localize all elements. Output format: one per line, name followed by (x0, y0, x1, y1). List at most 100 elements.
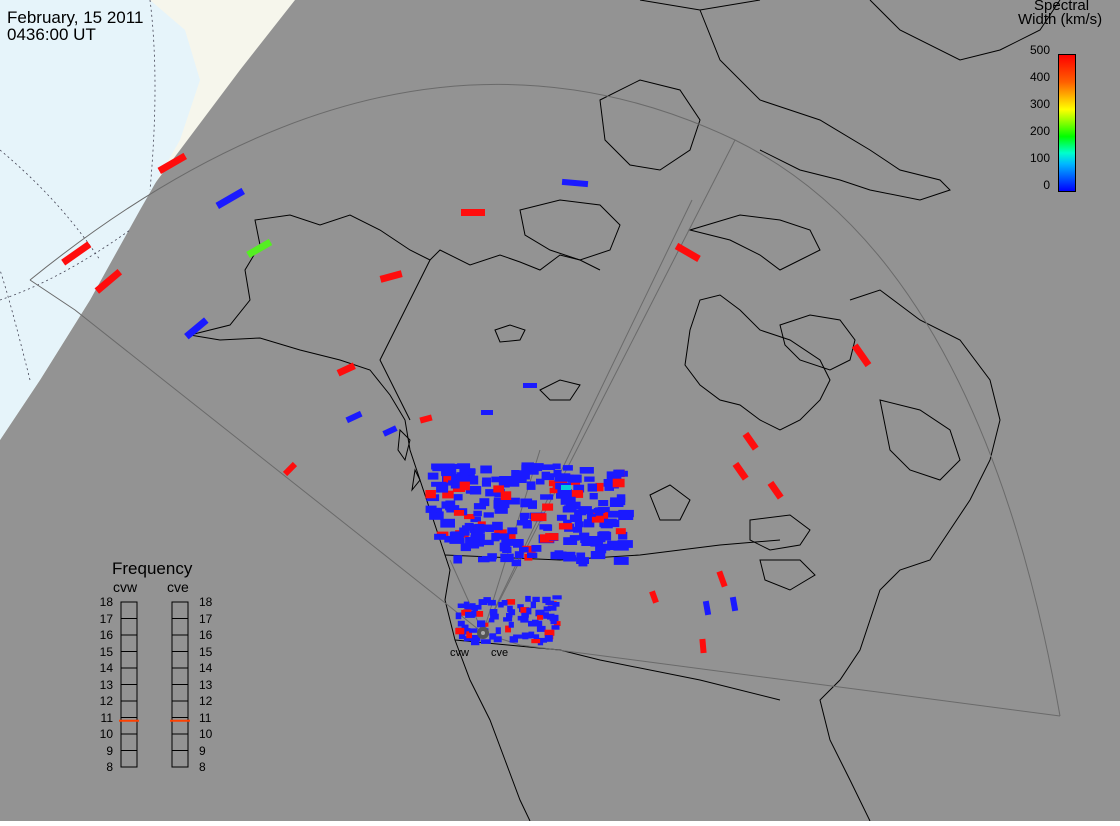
echo-cell (490, 613, 499, 620)
echo-cell (505, 625, 511, 633)
echo-cell (587, 483, 597, 492)
echo-cell (494, 505, 508, 514)
echo-cell (613, 556, 629, 565)
echo-cell (445, 505, 460, 511)
echo-cell (464, 514, 475, 520)
echo-cell (602, 518, 617, 525)
echo-cell (618, 509, 634, 518)
echo-cell (530, 601, 536, 609)
echo-cell (767, 480, 784, 500)
echo-cell (461, 209, 485, 216)
echo-cell (485, 489, 498, 497)
echo-cell (551, 625, 560, 630)
echo-cell (557, 551, 567, 560)
echo-cell (522, 545, 536, 553)
echo-cell (612, 478, 625, 488)
echo-cell (590, 551, 606, 560)
echo-cell (732, 461, 749, 481)
radar-label-cve: cve (491, 647, 509, 659)
frequency-scale-label: 9 (199, 743, 206, 758)
echo-cell (556, 514, 567, 521)
frequency-scale-label: 18 (199, 595, 213, 609)
echo-cell (569, 514, 583, 522)
echo-cell (498, 481, 510, 488)
echo-cell (441, 501, 450, 509)
echo-cell (519, 547, 529, 553)
echo-cell (425, 505, 437, 513)
echo-cell (532, 619, 539, 625)
echo-cell (494, 488, 505, 497)
echo-cell (552, 463, 561, 470)
echo-cell (564, 505, 575, 511)
frequency-scale-label: 17 (99, 611, 113, 626)
echo-cell (472, 606, 478, 613)
radar-site-center (481, 631, 485, 635)
echo-cell (563, 537, 578, 545)
echo-cell (605, 510, 621, 518)
echo-cell (491, 532, 500, 542)
echo-cell (472, 635, 481, 641)
colorbar-tick: 500 (1029, 43, 1050, 57)
echo-cell (702, 600, 712, 616)
echo-cell (582, 536, 599, 545)
echo-cell (477, 620, 486, 628)
frequency-scale-label: 9 (106, 743, 113, 758)
echo-cell (520, 617, 529, 623)
echo-cell (469, 628, 478, 633)
echo-cell (94, 269, 123, 294)
echo-cell (537, 639, 544, 646)
colorbar-tick: 0 (1043, 178, 1050, 192)
echo-cell (597, 531, 612, 541)
echo-cell (382, 425, 398, 437)
echo-cell (489, 633, 497, 640)
echo-cell (493, 485, 504, 493)
echo-cell (674, 242, 701, 262)
echo-cell (480, 639, 491, 644)
frequency-panel-title: Frequency (112, 559, 193, 578)
echo-cell (649, 590, 659, 604)
echo-cell (549, 487, 561, 494)
echo-cell (552, 595, 562, 600)
frequency-scale-label: 8 (199, 760, 206, 774)
echo-cell (500, 553, 514, 563)
echo-cell (425, 490, 436, 499)
radar-label-cvw: cvw (450, 647, 469, 659)
frequency-scale-label: 15 (99, 644, 113, 659)
echo-cell (434, 533, 446, 540)
echo-cell (583, 519, 595, 528)
echo-cell (609, 499, 624, 507)
frequency-scale-label: 15 (199, 644, 213, 659)
echo-cell (617, 540, 633, 548)
echo-cell (471, 533, 485, 540)
echo-cell (282, 461, 298, 477)
echo-cell (215, 187, 245, 209)
echo-cell (419, 414, 433, 424)
echo-cell (464, 604, 473, 610)
frequency-scale-label: 12 (199, 694, 213, 708)
echo-cell (460, 468, 476, 474)
echo-cell (527, 552, 538, 558)
echo-cell (521, 462, 534, 471)
frequency-scale-label: 8 (106, 760, 113, 774)
frequency-scale-label: 16 (99, 628, 113, 642)
echo-cell (613, 469, 625, 477)
echo-cell (851, 343, 872, 368)
echo-cell (521, 612, 529, 618)
echo-cell (480, 465, 492, 474)
echo-cell (493, 636, 502, 643)
frequency-scale-label: 10 (99, 727, 113, 741)
echo-cell (530, 465, 543, 472)
echo-cell (541, 471, 551, 480)
echo-cell (442, 490, 454, 499)
echo-cell (499, 476, 512, 482)
echo-cell (553, 621, 561, 626)
echo-cell (345, 410, 363, 424)
echo-cell (513, 634, 523, 639)
echo-cell (432, 464, 449, 472)
echo-cell (453, 555, 463, 564)
echo-cell (584, 476, 595, 482)
echo-cell (489, 618, 495, 623)
echo-cell (593, 512, 609, 520)
echo-cell (523, 383, 537, 388)
echo-cell (443, 474, 452, 483)
